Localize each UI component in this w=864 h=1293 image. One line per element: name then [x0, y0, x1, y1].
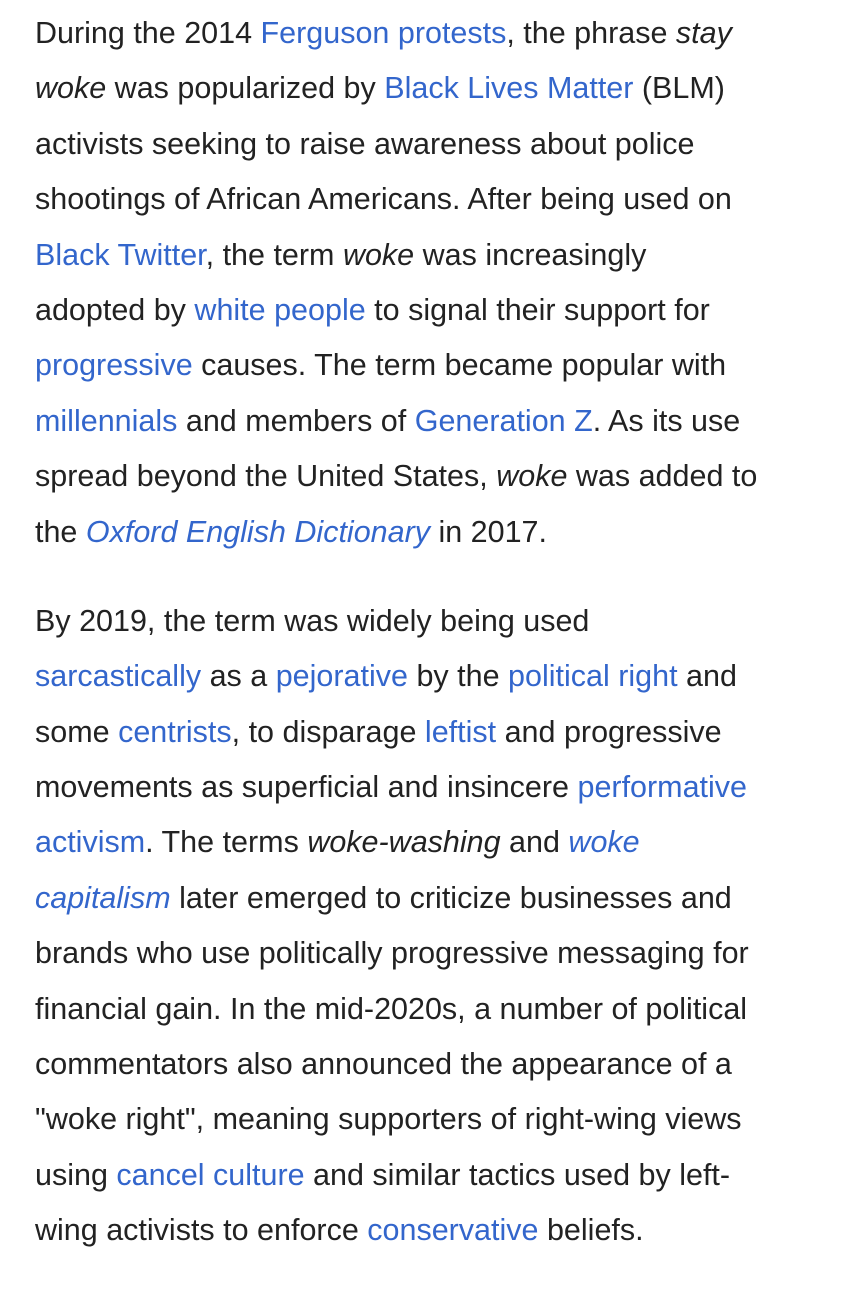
- text-line: shootings of African Americans. After be…: [35, 172, 855, 227]
- link-ferguson-protests[interactable]: Ferguson protests: [260, 16, 507, 50]
- text: causes. The term became popular with: [192, 348, 727, 383]
- text: financial gain. In the mid-2020s, a numb…: [35, 991, 748, 1026]
- text: , the phrase: [506, 16, 676, 50]
- text: stay: [675, 16, 732, 50]
- link-sarcastically[interactable]: sarcastically: [35, 659, 202, 694]
- paragraph: During the 2014 Ferguson protests, the p…: [35, 6, 855, 560]
- text: some: [35, 714, 119, 749]
- text: was increasingly: [414, 237, 647, 272]
- text: adopted by: [35, 292, 195, 327]
- text: by the: [407, 659, 509, 694]
- link-leftist[interactable]: leftist: [424, 714, 497, 749]
- text: and progressive: [496, 714, 722, 749]
- text: as a: [201, 659, 276, 694]
- text-line: woke was popularized by Black Lives Matt…: [35, 61, 855, 116]
- text: to signal their support for: [365, 292, 710, 327]
- text: beliefs.: [538, 1213, 644, 1248]
- text: wing activists to enforce: [35, 1213, 368, 1248]
- text: in 2017.: [429, 514, 547, 549]
- text: . The terms: [145, 825, 308, 860]
- article-body: During the 2014 Ferguson protests, the p…: [35, 6, 855, 1293]
- link-pejorative[interactable]: pejorative: [275, 659, 408, 694]
- text: brands who use politically progressive m…: [35, 936, 749, 971]
- link-millennials[interactable]: millennials: [35, 403, 178, 438]
- text-line: the Oxford English Dictionary in 2017.: [35, 505, 855, 560]
- link-conservative[interactable]: conservative: [367, 1213, 539, 1248]
- text: By 2019, the term was widely being used: [35, 603, 590, 638]
- link-centrists[interactable]: centrists: [118, 714, 232, 749]
- text: , the term: [205, 237, 343, 272]
- text: was popularized by: [106, 71, 385, 106]
- text-line: adopted by white people to signal their …: [35, 283, 855, 338]
- text: woke: [342, 237, 415, 272]
- text-line: progressive causes. The term became popu…: [35, 338, 855, 393]
- link-cancel-culture[interactable]: cancel culture: [116, 1157, 305, 1192]
- text: , to disparage: [231, 714, 425, 749]
- link-activism[interactable]: activism: [35, 825, 146, 860]
- text-line: activists seeking to raise awareness abo…: [35, 117, 855, 172]
- paragraph: By 2019, the term was widely being used s…: [35, 594, 855, 1259]
- text: "woke right", meaning supporters of righ…: [35, 1102, 742, 1137]
- text: woke-washing: [307, 825, 501, 860]
- text-line: brands who use politically progressive m…: [35, 926, 855, 981]
- text-line: commentators also announced the appearan…: [35, 1037, 855, 1092]
- text-line: some centrists, to disparage leftist and…: [35, 705, 855, 760]
- text: later emerged to criticize businesses an…: [170, 880, 732, 915]
- link-capitalism[interactable]: capitalism: [35, 880, 171, 915]
- text-line: financial gain. In the mid-2020s, a numb…: [35, 982, 855, 1037]
- text: (BLM): [633, 71, 725, 106]
- text-line: By 2019, the term was widely being used: [35, 594, 855, 649]
- text: using: [35, 1157, 117, 1192]
- link-performative[interactable]: performative: [577, 770, 747, 805]
- text: movements as superficial and insincere: [35, 770, 578, 805]
- text: woke: [496, 459, 568, 494]
- text-line: capitalism later emerged to criticize bu…: [35, 871, 855, 926]
- text: . As its use: [592, 403, 741, 438]
- text: and: [677, 659, 737, 694]
- link-oxford-english-dictionary[interactable]: Oxford English Dictionary: [85, 514, 430, 549]
- text: the: [35, 514, 86, 549]
- link-white-people[interactable]: white people: [194, 292, 366, 327]
- text-line: wing activists to enforce conservative b…: [35, 1203, 855, 1258]
- link-political-right[interactable]: political right: [508, 659, 678, 694]
- text: spread beyond the United States,: [35, 459, 497, 494]
- text-line: Black Twitter, the term woke was increas…: [35, 228, 855, 283]
- text: and members of: [177, 403, 415, 438]
- text-line: sarcastically as a pejorative by the pol…: [35, 649, 855, 704]
- text: woke: [35, 71, 107, 106]
- text-line: activism. The terms woke-washing and wok…: [35, 815, 855, 870]
- text-line: movements as superficial and insincere p…: [35, 760, 855, 815]
- text: was added to: [567, 459, 758, 494]
- text: activists seeking to raise awareness abo…: [35, 126, 695, 161]
- link-generation-z[interactable]: Generation Z: [414, 403, 593, 438]
- text: shootings of African Americans. After be…: [35, 182, 732, 217]
- text-line: spread beyond the United States, woke wa…: [35, 449, 855, 504]
- link-black-lives-matter[interactable]: Black Lives Matter: [384, 71, 634, 106]
- text-line: using cancel culture and similar tactics…: [35, 1148, 855, 1203]
- link-progressive[interactable]: progressive: [35, 348, 193, 383]
- text: and similar tactics used by left-: [304, 1157, 731, 1192]
- text-line: millennials and members of Generation Z.…: [35, 394, 855, 449]
- text-line: During the 2014 Ferguson protests, the p…: [35, 6, 855, 61]
- text: commentators also announced the appearan…: [35, 1047, 732, 1082]
- text: During the 2014: [35, 16, 261, 50]
- text-line: "woke right", meaning supporters of righ…: [35, 1092, 855, 1147]
- text: and: [500, 825, 569, 860]
- link-black-twitter[interactable]: Black Twitter: [35, 237, 206, 272]
- link-woke[interactable]: woke: [568, 825, 640, 860]
